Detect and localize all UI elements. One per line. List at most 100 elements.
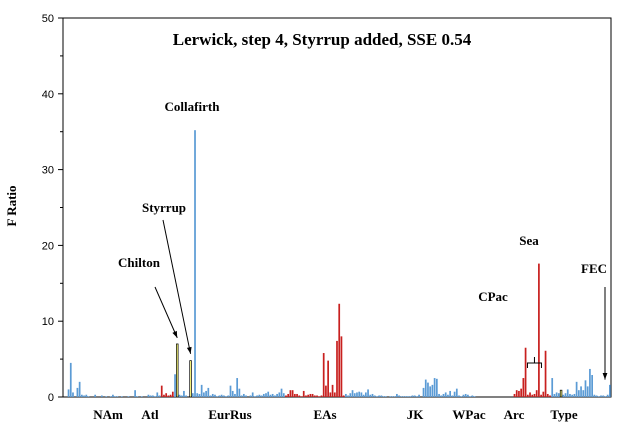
bar: [242, 393, 245, 397]
bar: [422, 387, 425, 397]
bar: [389, 396, 392, 397]
bar: [589, 368, 591, 397]
group-label: EAs: [313, 407, 336, 422]
bar: [451, 395, 454, 397]
bar: [171, 391, 174, 397]
bar: [376, 396, 378, 397]
bar: [72, 392, 74, 397]
bar: [191, 393, 194, 397]
bar: [600, 395, 602, 397]
bar: [265, 393, 267, 397]
bar: [595, 395, 598, 397]
bar: [573, 393, 576, 397]
bar: [606, 394, 609, 397]
bar: [240, 395, 243, 397]
bar: [513, 393, 516, 397]
annotation-label: Sea: [519, 233, 539, 248]
bar: [535, 390, 538, 397]
bar: [163, 394, 165, 397]
bar: [176, 343, 179, 398]
bar: [460, 396, 463, 397]
bar: [384, 396, 387, 397]
bar: [167, 395, 170, 397]
bar: [249, 395, 252, 397]
bar: [342, 395, 345, 397]
bar: [262, 393, 265, 397]
bar: [518, 390, 520, 397]
bar: [94, 394, 97, 397]
bar: [577, 390, 580, 397]
bar: [254, 396, 256, 397]
bar: [151, 395, 154, 397]
bar: [356, 392, 358, 397]
bar: [555, 392, 558, 397]
bar: [467, 394, 469, 397]
y-tick-label: 10: [42, 316, 54, 328]
y-tick-label: 50: [42, 13, 54, 25]
bar: [364, 392, 367, 397]
group-labels: NAm Atl EurRus EAs JK WPac Arc Type: [93, 407, 578, 422]
bar: [391, 396, 394, 397]
bar: [83, 395, 85, 397]
bar: [105, 396, 108, 397]
bar: [229, 385, 232, 397]
bar: [473, 396, 476, 397]
bar: [134, 390, 136, 397]
bar: [300, 396, 303, 397]
bar: [238, 388, 241, 397]
bar: [458, 395, 460, 397]
bar: [174, 374, 176, 397]
bar: [591, 375, 593, 397]
bar: [533, 393, 536, 397]
bar: [282, 393, 285, 397]
annotation-label: CPac: [478, 289, 508, 304]
bar: [549, 395, 551, 397]
bar: [302, 390, 305, 397]
bar: [285, 395, 287, 397]
bar: [87, 396, 90, 397]
bar: [411, 395, 414, 397]
bar: [331, 384, 334, 397]
bar: [580, 386, 582, 397]
bar: [207, 387, 210, 397]
bar: [431, 384, 434, 397]
bar: [604, 396, 607, 397]
bar: [427, 382, 429, 397]
bar: [322, 353, 325, 397]
bar: [251, 392, 254, 397]
bar: [520, 388, 523, 397]
bar: [429, 386, 432, 397]
bar: [553, 393, 556, 397]
bar: [307, 394, 310, 397]
bar: [544, 350, 547, 397]
bar: [160, 385, 163, 397]
bar: [178, 394, 181, 397]
bar: [327, 360, 329, 397]
bar: [424, 379, 427, 397]
bar: [526, 394, 529, 397]
bar: [609, 384, 611, 397]
bar: [136, 396, 139, 397]
bar: [313, 395, 316, 397]
bar: [571, 394, 574, 397]
bar: [369, 394, 372, 397]
bar: [127, 396, 130, 397]
bar: [382, 396, 385, 397]
bar: [566, 389, 569, 397]
y-tick-label: 0: [48, 392, 54, 404]
bar: [444, 392, 447, 397]
bar: [78, 381, 81, 397]
bar: [449, 390, 452, 397]
bar: [298, 395, 301, 397]
bar: [291, 390, 294, 397]
bar: [289, 390, 292, 397]
bar: [225, 396, 227, 397]
bar: [234, 393, 236, 397]
bar: [558, 393, 560, 397]
bar: [309, 393, 312, 397]
bar: [316, 395, 318, 397]
bar: [515, 390, 518, 397]
annotation-label: FEC: [581, 261, 607, 276]
bar: [112, 394, 114, 397]
bar: [338, 303, 341, 397]
